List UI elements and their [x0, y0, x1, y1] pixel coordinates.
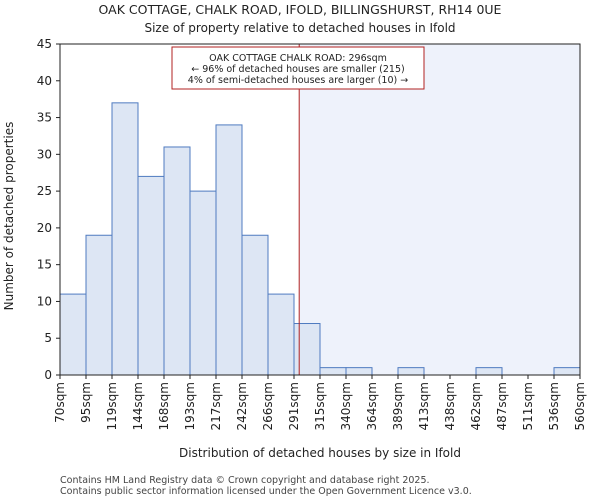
x-tick-label-511sqm: 511sqm	[521, 382, 535, 430]
x-tick-label-242sqm: 242sqm	[235, 382, 249, 430]
x-tick-label-119sqm: 119sqm	[105, 382, 119, 430]
bar-291sqm	[293, 323, 321, 376]
x-tick-label-266sqm: 266sqm	[261, 382, 275, 430]
x-tick-label-340sqm: 340sqm	[339, 382, 353, 430]
bar-217sqm	[215, 124, 243, 376]
x-tick-label-389sqm: 389sqm	[391, 382, 405, 430]
y-tick-label-35: 35	[37, 111, 52, 125]
y-tick-label-25: 25	[37, 184, 52, 198]
annotation-line-2: ← 96% of detached houses are smaller (21…	[191, 64, 404, 75]
x-tick-label-315sqm: 315sqm	[313, 382, 327, 430]
x-tick-label-560sqm: 560sqm	[573, 382, 587, 430]
chart-subtitle: Size of property relative to detached ho…	[144, 21, 455, 35]
x-tick-label-291sqm: 291sqm	[287, 382, 301, 430]
bar-119sqm	[111, 102, 139, 376]
x-axis-label: Distribution of detached houses by size …	[179, 446, 461, 460]
annotation-frame	[171, 46, 425, 90]
footer-line-1: Contains HM Land Registry data © Crown c…	[60, 475, 430, 486]
x-tick-label-413sqm: 413sqm	[417, 382, 431, 430]
x-tick-label-95sqm: 95sqm	[79, 382, 93, 423]
bar-462sqm	[475, 367, 503, 376]
y-tick-label-20: 20	[37, 221, 52, 235]
x-tick-label-144sqm: 144sqm	[131, 382, 145, 430]
y-tick-label-15: 15	[37, 258, 52, 272]
bar-193sqm	[189, 190, 217, 376]
bar-242sqm	[241, 234, 269, 376]
bar-266sqm	[267, 293, 295, 376]
bar-340sqm	[345, 367, 373, 376]
x-tick-label-462sqm: 462sqm	[469, 382, 483, 430]
bar-144sqm	[137, 175, 165, 376]
y-tick-label-10: 10	[37, 294, 52, 308]
y-tick-label-5: 5	[44, 331, 52, 345]
bar-315sqm	[319, 367, 347, 376]
x-tick-label-536sqm: 536sqm	[547, 382, 561, 430]
y-tick-label-0: 0	[44, 368, 52, 382]
y-tick-label-40: 40	[37, 74, 52, 88]
annotation-line-1: OAK COTTAGE CHALK ROAD: 296sqm	[209, 53, 387, 64]
x-tick-label-364sqm: 364sqm	[365, 382, 379, 430]
x-tick-label-193sqm: 193sqm	[183, 382, 197, 430]
x-tick-label-438sqm: 438sqm	[443, 382, 457, 430]
annotation-line-3: 4% of semi-detached houses are larger (1…	[188, 75, 408, 86]
y-tick-label-30: 30	[37, 147, 52, 161]
chart-title: OAK COTTAGE, CHALK ROAD, IFOLD, BILLINGS…	[99, 2, 502, 17]
x-tick-label-487sqm: 487sqm	[495, 382, 509, 430]
y-tick-label-45: 45	[37, 37, 52, 51]
x-tick-label-70sqm: 70sqm	[53, 382, 67, 423]
bar-95sqm	[85, 234, 113, 376]
x-tick-label-217sqm: 217sqm	[209, 382, 223, 430]
bar-70sqm	[59, 293, 87, 376]
footer-line-2: Contains public sector information licen…	[60, 486, 472, 497]
bar-389sqm	[397, 367, 425, 376]
x-tick-label-168sqm: 168sqm	[157, 382, 171, 430]
annotation-box: OAK COTTAGE CHALK ROAD: 296sqm ← 96% of …	[171, 46, 425, 90]
bar-536sqm	[553, 367, 581, 376]
y-axis-label: Number of detached properties	[2, 122, 16, 311]
plot-area: 0 5 10 15 20 25 30 35 40 45 70sqm 95sqm 119sqm 144sqm…	[37, 37, 587, 430]
highlight-region	[299, 44, 580, 375]
bar-168sqm	[163, 146, 191, 376]
